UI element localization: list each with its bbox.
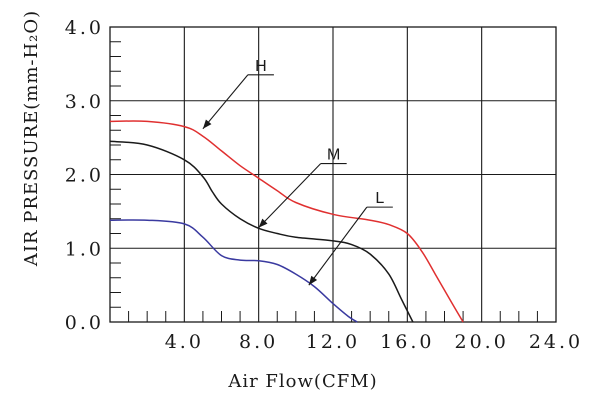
series-layer: [109, 120, 464, 323]
y-tick-label: 4.0: [65, 17, 104, 39]
x-tick-label: 8.0: [239, 331, 278, 353]
annotation-arrowhead: [308, 275, 318, 286]
annotation-h: H: [202, 58, 274, 130]
x-tick-label: 4.0: [165, 331, 204, 353]
x-tick-label: 20.0: [455, 331, 509, 353]
annotation-l: L: [308, 190, 393, 286]
annotation-arrowhead: [202, 119, 212, 129]
tick-label-layer: 4.0 8.0 12.0 16.0 20.0 24.0 0.0 1.0 2.0 3.0 4.0: [65, 17, 583, 353]
annotation-layer: H M L: [202, 58, 393, 286]
grid-layer: [109, 26, 557, 323]
series-line-m: [109, 140, 414, 323]
annotation-m: M: [258, 147, 347, 228]
y-tick-label: 3.0: [65, 91, 104, 113]
annotation-label: M: [327, 147, 340, 164]
y-axis-label: AIR PRESSURE(mm-H₂O): [21, 10, 42, 267]
y-tick-label: 0.0: [65, 312, 104, 334]
minor-tick-layer: [110, 41, 538, 322]
x-tick-label: 24.0: [529, 331, 583, 353]
annotation-arrowhead: [258, 218, 268, 228]
x-tick-label: 12.0: [306, 331, 360, 353]
series-line-h: [109, 120, 464, 323]
x-tick-label: 16.0: [380, 331, 434, 353]
annotation-label: H: [255, 58, 267, 75]
x-axis-label: Air Flow(CFM): [227, 371, 377, 392]
annotation-leader-line: [258, 163, 322, 228]
annotation-leader-line: [202, 74, 249, 130]
annotation-leader-line: [308, 206, 368, 286]
series-line-l: [109, 219, 358, 323]
y-tick-label: 1.0: [65, 238, 104, 260]
y-tick-label: 2.0: [65, 165, 104, 187]
annotation-label: L: [375, 190, 384, 207]
